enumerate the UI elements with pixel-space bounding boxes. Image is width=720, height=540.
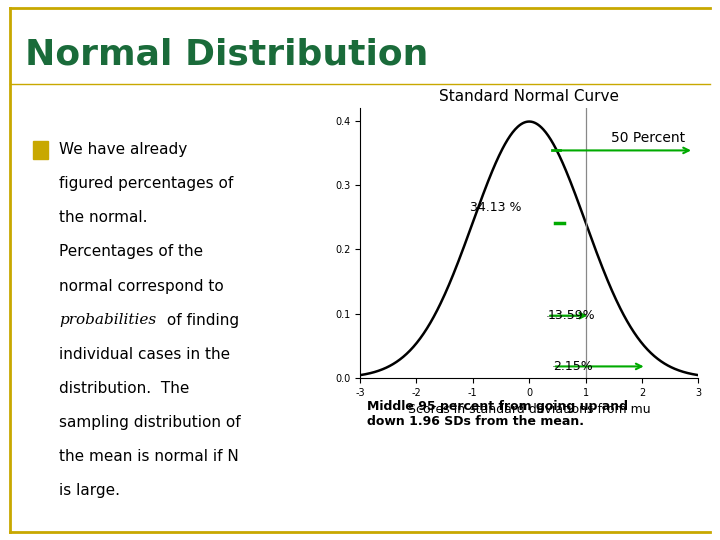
- Bar: [32, 140, 48, 159]
- X-axis label: Scores in standard deviations from mu: Scores in standard deviations from mu: [408, 403, 650, 416]
- Text: distribution.  The: distribution. The: [59, 381, 189, 396]
- Text: is large.: is large.: [59, 483, 120, 498]
- Text: 2.15%: 2.15%: [553, 360, 593, 373]
- Text: 13.59%: 13.59%: [547, 309, 595, 322]
- Text: 34.13 %: 34.13 %: [470, 201, 521, 214]
- Text: We have already: We have already: [59, 143, 187, 157]
- Text: 50 Percent: 50 Percent: [611, 131, 685, 145]
- Text: normal correspond to: normal correspond to: [59, 279, 224, 294]
- Text: individual cases in the: individual cases in the: [59, 347, 230, 362]
- Title: Standard Normal Curve: Standard Normal Curve: [439, 89, 619, 104]
- Text: probabilities: probabilities: [59, 313, 156, 327]
- Text: the mean is normal if N: the mean is normal if N: [59, 449, 239, 464]
- Text: the normal.: the normal.: [59, 211, 148, 225]
- Text: Normal Distribution: Normal Distribution: [25, 38, 428, 72]
- Text: sampling distribution of: sampling distribution of: [59, 415, 240, 430]
- Text: Middle 95 percent from going up and
down 1.96 SDs from the mean.: Middle 95 percent from going up and down…: [367, 400, 628, 428]
- Text: figured percentages of: figured percentages of: [59, 177, 233, 191]
- Text: Percentages of the: Percentages of the: [59, 245, 203, 260]
- Text: of finding: of finding: [162, 313, 239, 328]
